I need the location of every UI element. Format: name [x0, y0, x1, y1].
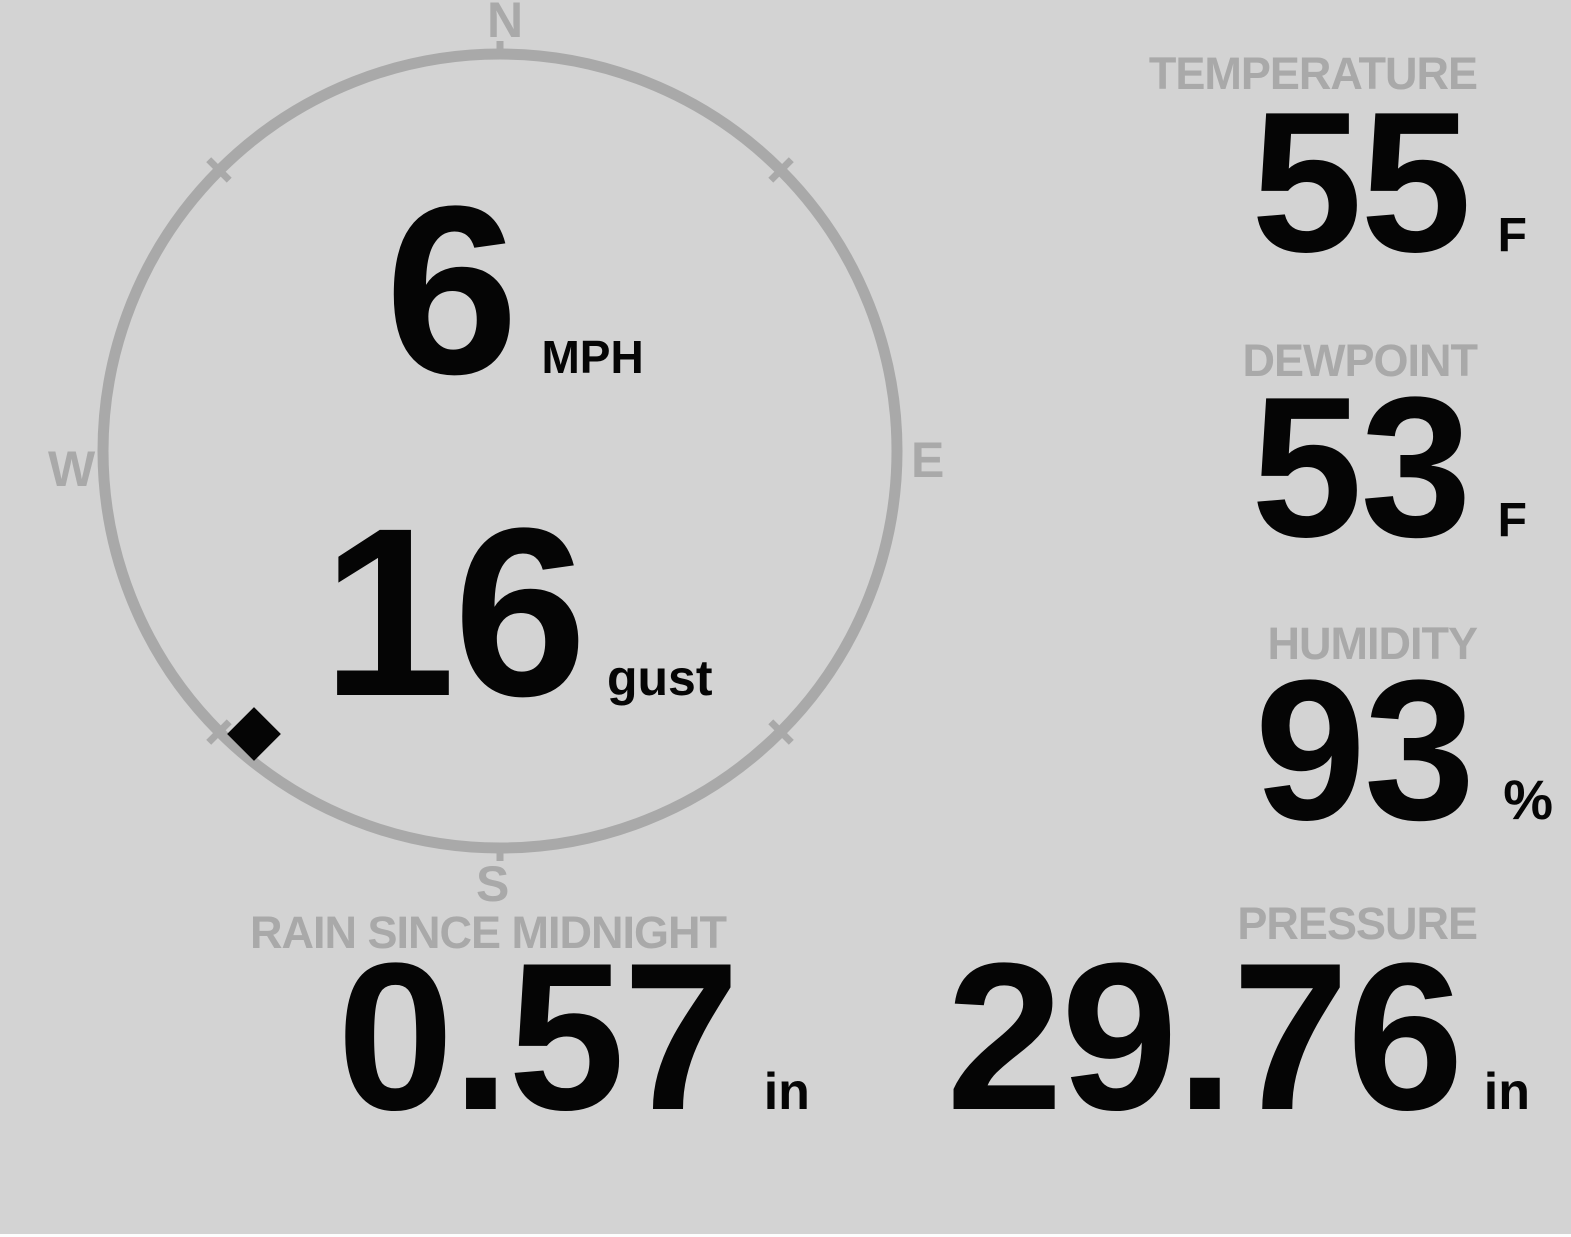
- wind-gust: 16 gust: [322, 492, 713, 732]
- dewpoint-value: 53: [1251, 356, 1471, 579]
- temperature-unit: F: [1497, 209, 1527, 262]
- tick-southeast: [768, 719, 794, 745]
- dewpoint-unit: F: [1497, 494, 1527, 547]
- humidity-unit: %: [1503, 768, 1553, 831]
- temperature-reading: 55 F: [1251, 83, 1527, 283]
- pressure-label: PRESSURE: [1237, 898, 1478, 949]
- dewpoint-reading: 53 F: [1251, 368, 1527, 568]
- pressure-reading: 29.76 in: [946, 932, 1530, 1142]
- bottom-edge-strip: [0, 1234, 1571, 1237]
- compass-cardinal-east: E: [911, 432, 944, 488]
- wind-compass: [97, 41, 903, 861]
- rain-since-midnight-label: RAIN SINCE MIDNIGHT: [250, 907, 727, 958]
- wind-gust-value: 16: [322, 478, 587, 746]
- rain-since-midnight-value: 0.57: [337, 919, 740, 1154]
- tick-southwest: [206, 719, 232, 745]
- compass-cardinal-south: S: [476, 856, 509, 912]
- tick-northwest: [206, 157, 232, 183]
- pressure-value: 29.76: [946, 919, 1464, 1154]
- humidity-reading: 93 %: [1255, 651, 1553, 851]
- wind-speed-unit: MPH: [541, 331, 644, 383]
- compass-cardinal-north: N: [487, 0, 523, 48]
- humidity-value: 93: [1254, 639, 1475, 862]
- compass-cardinal-west: W: [48, 441, 95, 497]
- rain-since-midnight-reading: 0.57 in: [337, 932, 810, 1142]
- dewpoint-label: DEWPOINT: [1242, 335, 1478, 386]
- wind-speed-value: 6: [385, 156, 518, 424]
- pressure-unit: in: [1483, 1063, 1530, 1121]
- temperature-value: 55: [1251, 71, 1471, 294]
- tick-northeast: [768, 157, 794, 183]
- wind-speed: 6 MPH: [385, 170, 644, 410]
- humidity-label: HUMIDITY: [1267, 618, 1478, 669]
- compass-tick-marks: [206, 41, 794, 861]
- wind-gust-unit: gust: [606, 650, 713, 706]
- rain-since-midnight-unit: in: [763, 1063, 810, 1121]
- temperature-label: TEMPERATURE: [1148, 48, 1478, 99]
